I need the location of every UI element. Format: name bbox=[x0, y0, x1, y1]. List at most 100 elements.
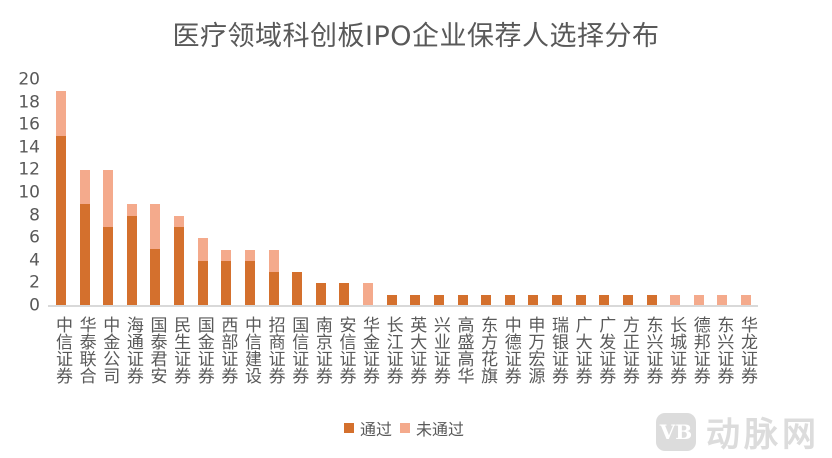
x-tick-label: 国金证券 bbox=[193, 316, 214, 384]
x-tick-label: 长城证券 bbox=[666, 316, 687, 384]
bar-segment-fail bbox=[126, 204, 137, 216]
legend-label-pass: 通过 bbox=[360, 420, 393, 439]
bar-segment-pass bbox=[79, 204, 90, 306]
x-tick-label: 广大证券 bbox=[571, 316, 592, 384]
bar-segment-pass bbox=[268, 272, 279, 306]
bar-7 bbox=[221, 249, 232, 307]
bar-18 bbox=[481, 294, 492, 306]
bar-15 bbox=[410, 294, 421, 306]
x-tick-label: 英大证券 bbox=[406, 316, 427, 384]
x-tick-label: 高盛高华 bbox=[453, 316, 474, 384]
x-tick-label: 招商证券 bbox=[264, 316, 285, 384]
bar-segment-fail bbox=[717, 294, 728, 306]
y-tick-label: 10 bbox=[18, 182, 40, 203]
y-tick-label: 14 bbox=[18, 137, 40, 158]
bar-segment-pass bbox=[457, 294, 468, 306]
bar-segment-fail bbox=[268, 249, 279, 273]
x-axis-labels: 中信证券 华泰联合 中金公司 海通证券 国泰君安 民生证券 国金证券 西部证券 中信建设 招商证券… bbox=[48, 316, 758, 396]
bar-segment-fail bbox=[197, 238, 208, 261]
x-tick-label: 东兴证券 bbox=[713, 316, 734, 384]
bar-25 bbox=[646, 294, 657, 306]
y-tick-label: 2 bbox=[29, 272, 40, 293]
x-axis-line bbox=[48, 305, 758, 307]
bar-5 bbox=[174, 215, 185, 306]
bar-10 bbox=[292, 272, 303, 306]
bar-segment-pass bbox=[339, 283, 350, 306]
bar-segment-fail bbox=[150, 204, 161, 250]
bar-0 bbox=[56, 91, 66, 306]
bar-segment-fail bbox=[693, 294, 704, 306]
legend-item-fail: 未通过 bbox=[400, 416, 464, 440]
bar-4 bbox=[150, 204, 161, 306]
bar-segment-pass bbox=[552, 294, 563, 306]
x-tick-label: 华龙证券 bbox=[736, 316, 757, 384]
bar-3 bbox=[126, 204, 137, 306]
x-tick-label: 方正证券 bbox=[618, 316, 639, 384]
bar-segment-fail bbox=[363, 283, 374, 306]
bar-segment-fail bbox=[740, 294, 751, 306]
x-tick-label: 中金公司 bbox=[99, 316, 120, 384]
bar-segment-pass bbox=[197, 260, 208, 306]
bar-17 bbox=[457, 294, 468, 306]
x-tick-label: 中信证券 bbox=[52, 316, 72, 384]
bar-segment-fail bbox=[56, 91, 66, 137]
bar-2 bbox=[103, 170, 114, 306]
bar-segment-pass bbox=[575, 294, 586, 306]
bar-12 bbox=[339, 283, 350, 306]
y-tick-label: 4 bbox=[29, 250, 40, 271]
x-tick-label: 长江证券 bbox=[382, 316, 403, 384]
y-tick-label: 18 bbox=[18, 92, 40, 113]
legend: 通过 未通过 bbox=[344, 416, 472, 440]
bar-11 bbox=[315, 283, 326, 306]
bar-13 bbox=[363, 283, 374, 306]
x-tick-label: 国信证券 bbox=[288, 316, 309, 384]
y-tick-label: 8 bbox=[29, 205, 40, 226]
bar-segment-pass bbox=[174, 226, 185, 306]
x-tick-label: 中信建设 bbox=[240, 316, 261, 384]
bar-segment-pass bbox=[481, 294, 492, 306]
bar-segment-pass bbox=[528, 294, 539, 306]
bar-28 bbox=[717, 294, 728, 306]
x-tick-label: 华泰联合 bbox=[75, 316, 96, 384]
x-tick-label: 海通证券 bbox=[122, 316, 143, 384]
bar-20 bbox=[528, 294, 539, 306]
bar-22 bbox=[575, 294, 586, 306]
y-tick-label: 0 bbox=[29, 295, 40, 316]
x-tick-label: 中德证券 bbox=[500, 316, 521, 384]
bar-segment-pass bbox=[622, 294, 633, 306]
y-tick-label: 16 bbox=[18, 114, 40, 135]
legend-swatch-fail bbox=[400, 423, 411, 433]
bar-6 bbox=[197, 238, 208, 306]
bar-29 bbox=[740, 294, 751, 306]
x-tick-label: 西部证券 bbox=[217, 316, 238, 384]
x-tick-label: 南京证券 bbox=[311, 316, 332, 384]
x-tick-label: 申万宏源 bbox=[524, 316, 545, 384]
x-tick-label: 广发证券 bbox=[595, 316, 616, 384]
bar-segment-pass bbox=[221, 260, 232, 306]
bar-segment-pass bbox=[126, 215, 137, 306]
bar-23 bbox=[599, 294, 610, 306]
chart-title: 医疗领域科创板IPO企业保荐人选择分布 bbox=[172, 21, 660, 52]
x-tick-label: 瑞银证券 bbox=[548, 316, 569, 384]
bar-segment-pass bbox=[433, 294, 444, 306]
x-tick-label: 东兴证券 bbox=[642, 316, 663, 384]
y-tick-label: 12 bbox=[18, 159, 40, 180]
bar-9 bbox=[268, 249, 279, 307]
bar-16 bbox=[433, 294, 444, 306]
bar-segment-pass bbox=[315, 283, 326, 306]
bar-segment-pass bbox=[410, 294, 421, 306]
legend-label-fail: 未通过 bbox=[416, 420, 465, 439]
plot-area bbox=[48, 80, 758, 306]
watermark-text: 动脉网 bbox=[706, 415, 820, 455]
bar-segment-pass bbox=[646, 294, 657, 306]
y-tick-label: 20 bbox=[18, 69, 40, 90]
x-tick-label: 国泰君安 bbox=[146, 316, 167, 384]
watermark: VB 动脉网 bbox=[656, 407, 820, 456]
x-tick-label: 民生证券 bbox=[170, 316, 191, 384]
x-tick-label: 东方花旗 bbox=[477, 316, 498, 384]
bar-14 bbox=[386, 294, 397, 306]
bar-segment-fail bbox=[79, 170, 90, 205]
bar-segment-pass bbox=[292, 272, 303, 306]
x-tick-label: 华金证券 bbox=[359, 316, 380, 384]
bar-26 bbox=[670, 294, 681, 306]
